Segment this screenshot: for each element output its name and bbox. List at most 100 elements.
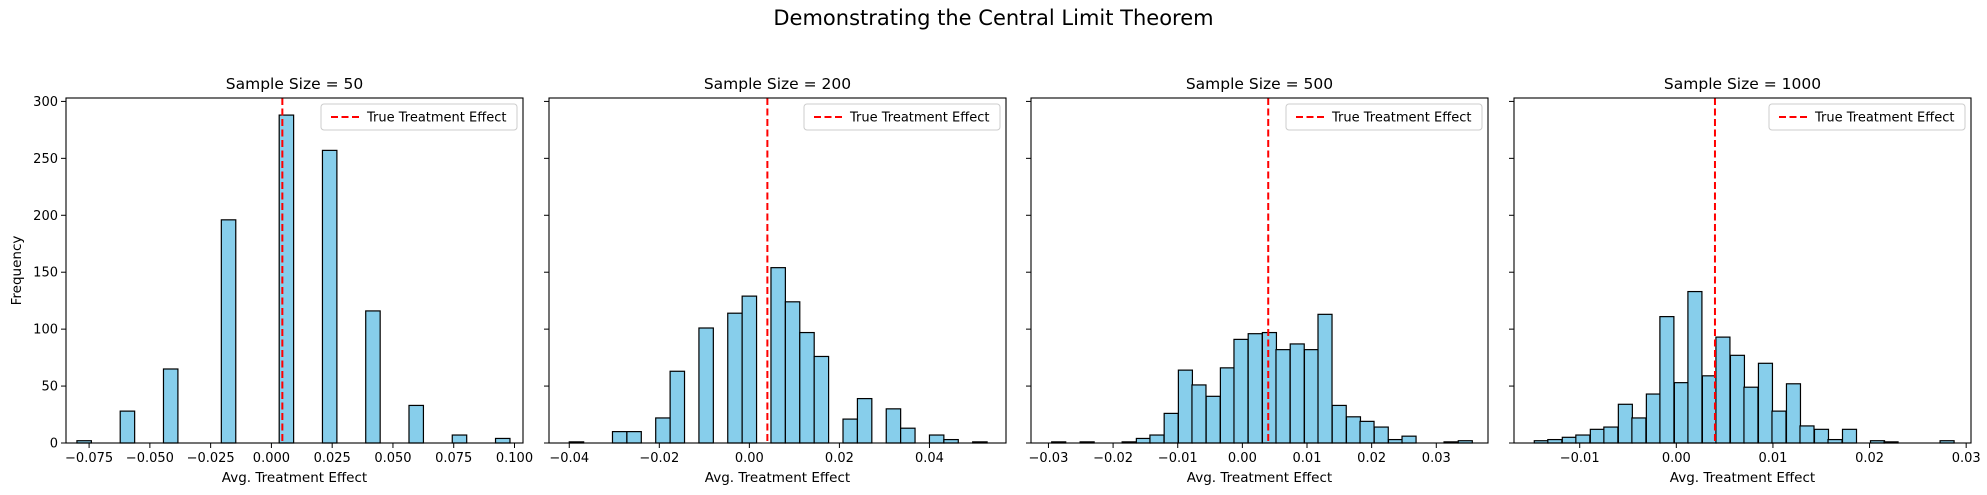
histogram-bar [1149, 434, 1165, 444]
legend-label: True Treatment Effect [1814, 111, 1954, 126]
x-tick-label: 0.025 [314, 451, 351, 466]
legend-label: True Treatment Effect [849, 111, 989, 126]
histogram-bar [1603, 426, 1619, 444]
legend: True Treatment Effect [320, 103, 518, 131]
x-tick-label: 0.050 [374, 451, 411, 466]
histogram-bar [1617, 403, 1633, 444]
y-tick-label: 0 [50, 437, 58, 452]
histogram-bar [1247, 333, 1263, 444]
histogram-bar [1345, 416, 1362, 444]
legend-label: True Treatment Effect [366, 111, 506, 126]
histogram-bar [1135, 437, 1151, 444]
x-tick-label: −0.02 [1093, 451, 1133, 466]
axes-frame [1030, 97, 1489, 444]
x-tick-label: 0.02 [1357, 451, 1386, 466]
axes-frame [1513, 97, 1972, 444]
x-axis-label: Avg. Treatment Effect [1670, 470, 1815, 486]
histogram-bar [1359, 420, 1375, 444]
histogram-bar [1163, 412, 1179, 444]
histogram-bar [1631, 417, 1647, 444]
histogram-bar [813, 355, 830, 444]
histogram-bar [1219, 367, 1236, 444]
y-axis-label: Frequency [9, 236, 25, 306]
histogram-bar [885, 408, 902, 444]
y-tick-label: 250 [33, 152, 58, 167]
x-tick-label: −0.03 [1029, 451, 1069, 466]
histogram-bar [741, 295, 758, 444]
x-tick-label: 0.02 [825, 451, 854, 466]
histogram-bar [1589, 428, 1605, 444]
histogram-bar [1785, 383, 1802, 444]
figure-title: Demonstrating the Central Limit Theorem [773, 6, 1214, 30]
x-tick-label: −0.050 [126, 451, 174, 466]
histogram-bar [1373, 426, 1389, 444]
legend-box [320, 103, 518, 131]
histogram-bar [626, 431, 642, 444]
x-tick-label: 0.000 [253, 451, 290, 466]
histogram-bar [1191, 384, 1207, 444]
histogram-bar [119, 410, 136, 444]
histogram-bar [321, 149, 338, 444]
histogram-bar [220, 219, 237, 444]
x-tick-label: 0.00 [735, 451, 764, 466]
histogram-bar [1233, 338, 1249, 444]
chart-panel-1: Sample Size = 50 −0.075 −0.050 −0.025 0.000 0… [9, 75, 533, 486]
axes-frame [548, 97, 1007, 444]
histogram-bar [1659, 316, 1675, 444]
histogram-bar [1813, 428, 1830, 444]
histogram-bar [1303, 349, 1320, 444]
histogram-bar [655, 417, 671, 444]
x-tick-label: 0.00 [1228, 451, 1257, 466]
x-tick-label: −0.04 [549, 451, 589, 466]
histogram-bar [1729, 354, 1746, 444]
histogram-bar [770, 267, 786, 444]
histogram-bar [611, 431, 628, 444]
x-tick-label: 0.03 [1952, 451, 1981, 466]
histogram-bar [727, 312, 743, 444]
x-tick-label: 0.03 [1422, 451, 1451, 466]
x-tick-label: 0.01 [1758, 451, 1787, 466]
histogram-bar [1771, 410, 1787, 444]
histogram-bar [1743, 386, 1759, 444]
histogram-bar [408, 404, 425, 444]
x-tick-label: 0.04 [915, 451, 944, 466]
histogram-bar [900, 427, 916, 444]
axes-frame [65, 97, 524, 444]
histogram-bar [669, 370, 686, 444]
legend: True Treatment Effect [803, 103, 1001, 131]
histogram-bar [1261, 331, 1278, 444]
histogram-bar [1289, 343, 1305, 444]
histogram-bar [1561, 436, 1577, 444]
histogram-bar [842, 418, 859, 444]
histogram-bar [494, 437, 511, 444]
histogram-bar [1205, 395, 1221, 444]
x-tick-label: 0.00 [1662, 451, 1691, 466]
y-tick-label: 200 [33, 209, 58, 224]
x-tick-label: 0.075 [435, 451, 472, 466]
x-axis-label: Avg. Treatment Effect [222, 470, 367, 486]
x-tick-label: 0.01 [1293, 451, 1322, 466]
histogram-bar [1275, 349, 1291, 444]
x-tick-label: −0.01 [1158, 451, 1198, 466]
histogram-bar [799, 331, 815, 444]
panel-title: Sample Size = 1000 [1664, 75, 1821, 93]
panel-title: Sample Size = 500 [1186, 75, 1333, 93]
legend-box [803, 103, 1001, 131]
histogram-bar [698, 327, 714, 444]
legend-label: True Treatment Effect [1331, 111, 1471, 126]
histogram-bar [1331, 404, 1347, 444]
histogram-bar [1177, 369, 1194, 444]
chart-panel-4: Sample Size = 1000 −0.01 0.00 0.01 0.02 0.03 A… [1509, 75, 1981, 486]
histogram-bar [1645, 393, 1661, 444]
histogram-bar [162, 368, 179, 444]
x-axis-label: Avg. Treatment Effect [1187, 470, 1332, 486]
histogram-bar [928, 434, 945, 444]
histogram-bar [856, 397, 873, 444]
histogram-bar [784, 301, 801, 444]
x-tick-label: −0.075 [65, 451, 113, 466]
x-tick-label: 0.02 [1855, 451, 1884, 466]
y-tick-label: 300 [33, 95, 58, 110]
x-tick-label: −0.01 [1560, 451, 1600, 466]
